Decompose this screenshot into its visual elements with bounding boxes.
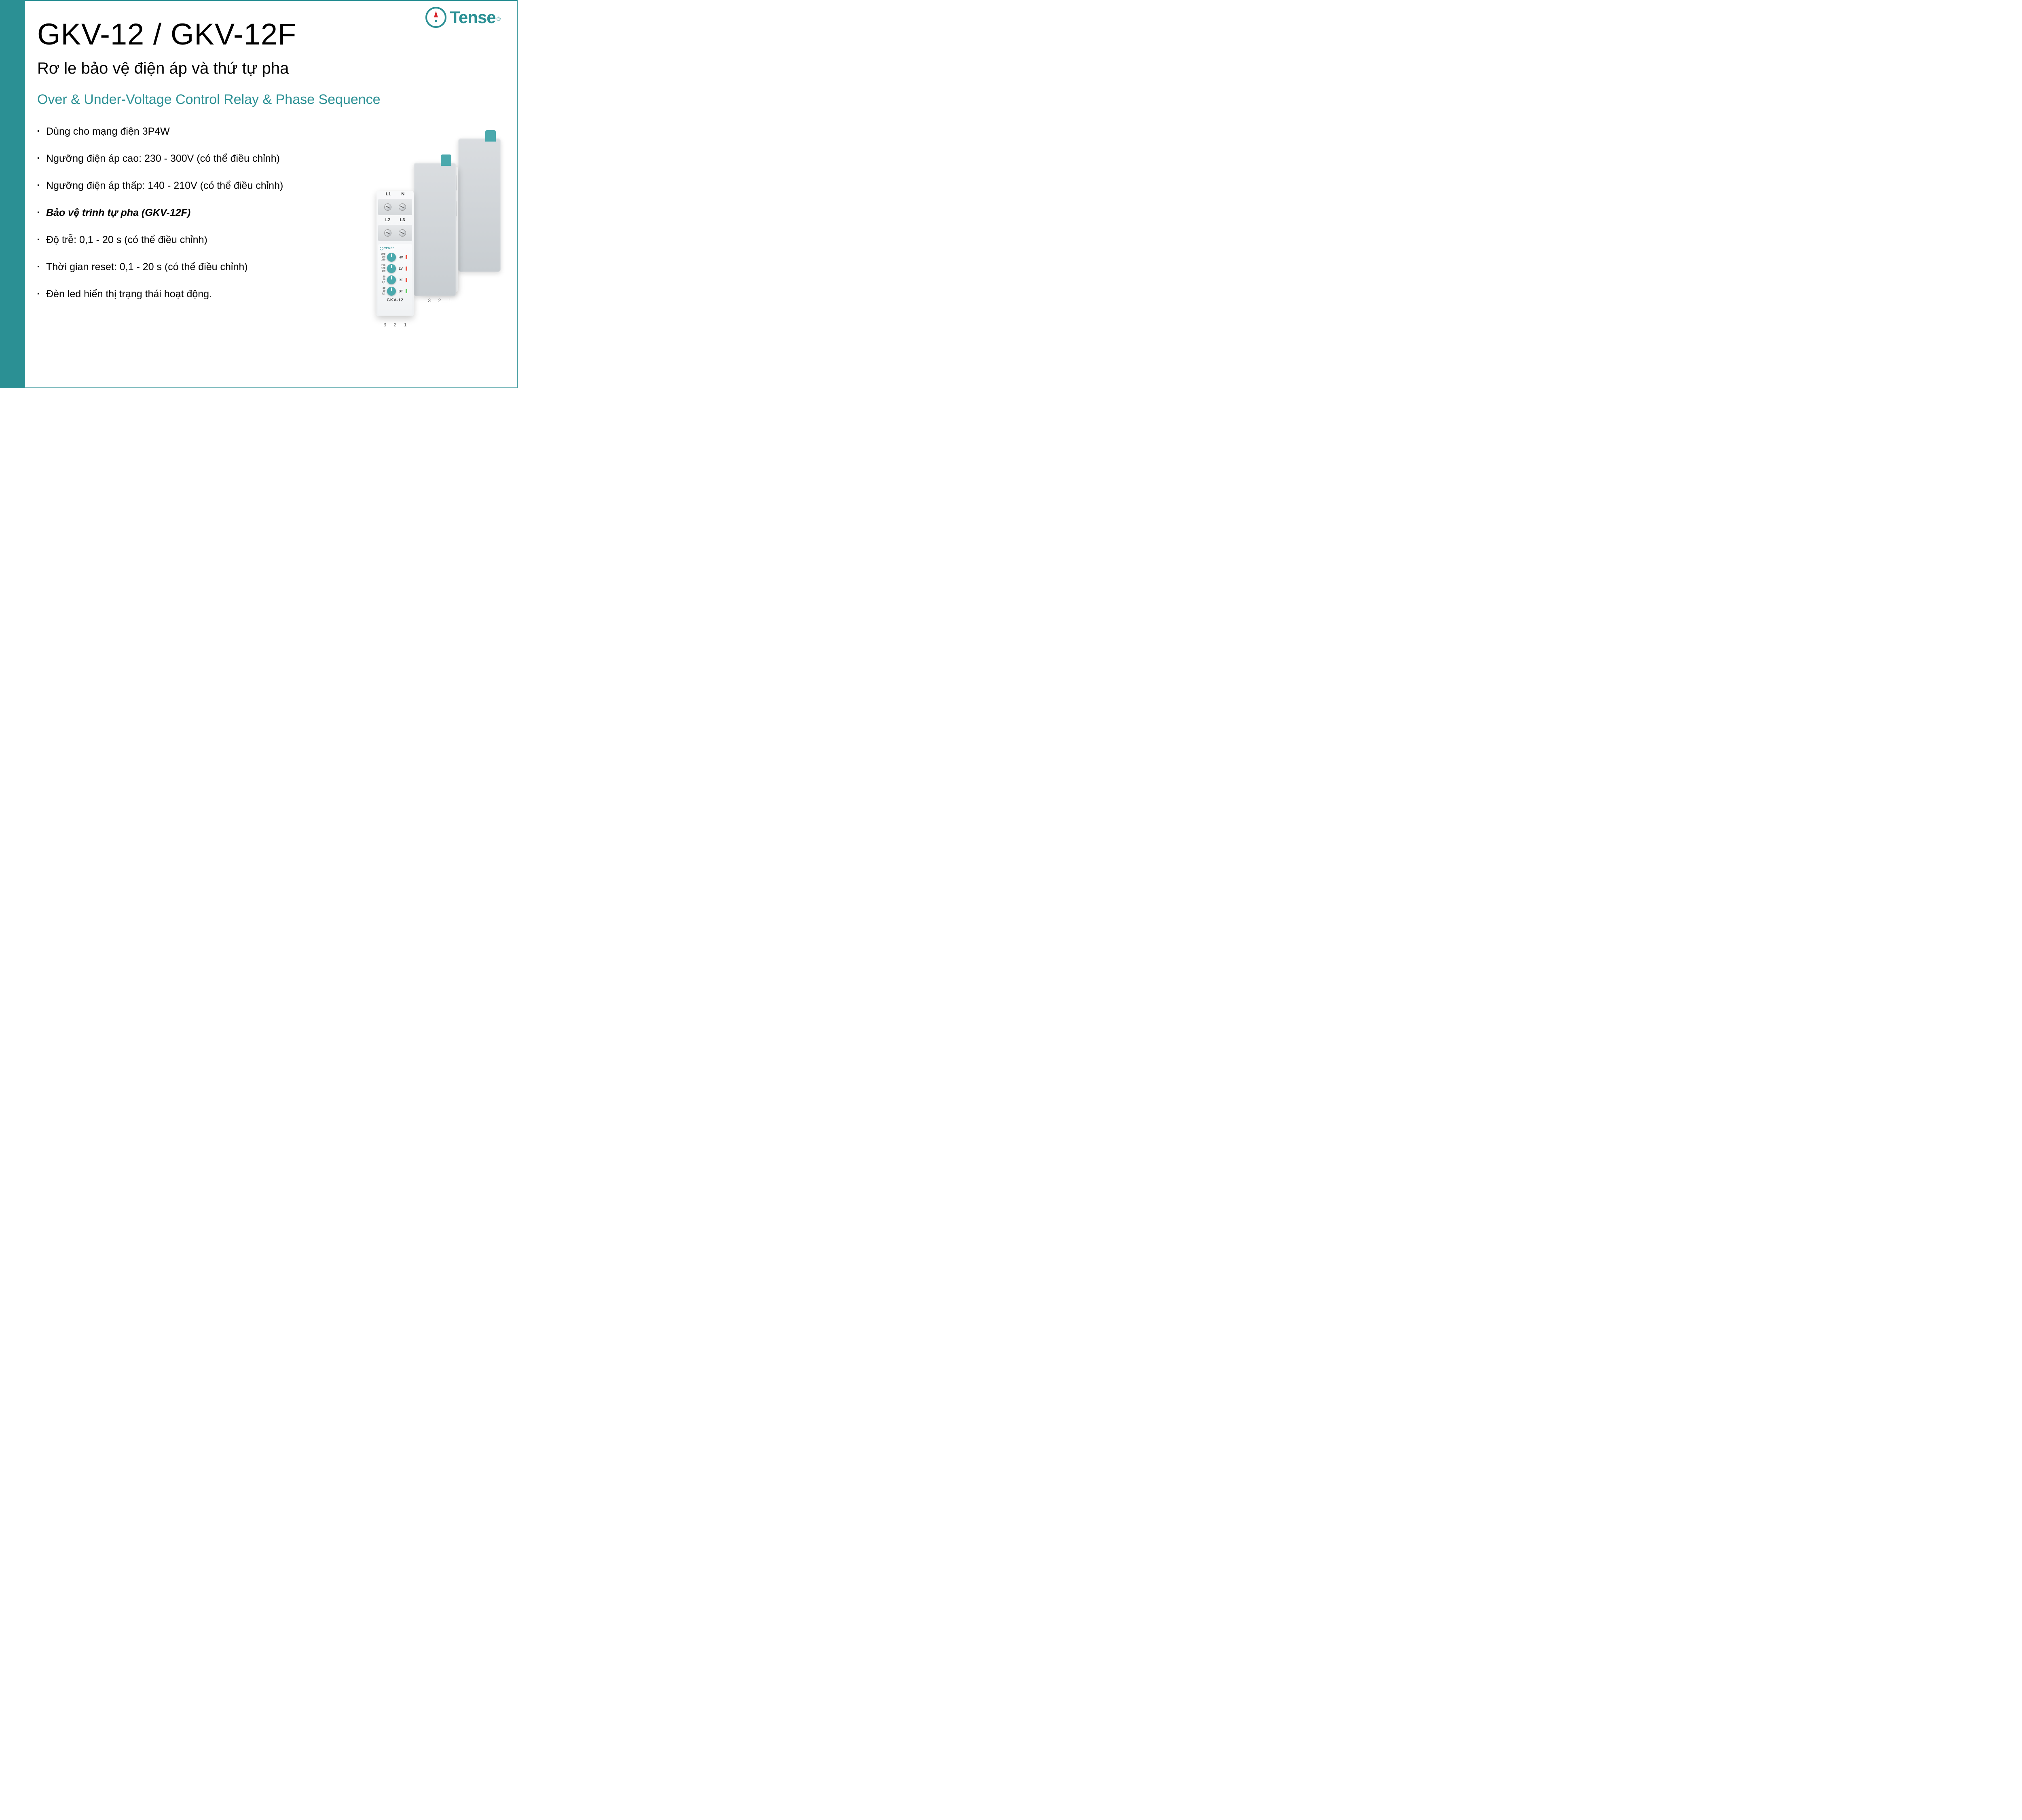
dial-scale: 20100,1	[380, 287, 385, 296]
dial-label: HV	[398, 256, 404, 259]
relay-back-body-1	[414, 163, 456, 296]
page-title: GKV-12 / GKV-12F	[37, 17, 505, 51]
relay-brand-text: TENSE	[384, 247, 395, 250]
model-name-1: GKV-12	[380, 298, 410, 303]
bottom-terminals: 3 2 1	[380, 322, 410, 328]
terminal-label: L2	[385, 218, 391, 222]
dial-scale: 20100,1	[380, 276, 385, 284]
screw-icon	[384, 229, 391, 237]
relay-face-1: TENSE 270Off230HV210170OffLV20100,1RT201…	[378, 244, 412, 315]
led-icon	[406, 267, 407, 271]
bottom-term: 3	[428, 298, 431, 303]
screw-icon	[399, 229, 406, 237]
bottom-term: 3	[383, 322, 386, 328]
dial-rows-1: 270Off230 HV 210170Off LV 20100,1 RT 20100,1 DT	[380, 253, 410, 296]
dial-row: 20100,1 RT	[380, 275, 410, 284]
dial-label: LV	[398, 267, 404, 271]
relay-brand-icon	[380, 247, 383, 250]
relay-back-body-2	[458, 138, 501, 272]
screw-icon	[399, 203, 406, 211]
bottom-term: 2	[438, 298, 441, 303]
terminal-labels-top2: L2 L3	[376, 217, 414, 223]
led-icon	[406, 289, 407, 293]
terminal-block-mid	[378, 225, 412, 241]
din-clip-icon	[485, 130, 496, 142]
dial-scale: 270Off230	[380, 253, 385, 262]
dial-row: 270Off230 HV	[380, 253, 410, 262]
dial-knob-icon	[387, 287, 396, 296]
dial-row: 210170Off LV	[380, 264, 410, 273]
din-clip-icon	[441, 154, 451, 166]
terminal-labels-top1: L1 N	[376, 191, 414, 197]
dial-scale: 210170Off	[380, 265, 385, 273]
terminal-label: N	[401, 192, 404, 197]
dial-label: RT	[398, 278, 404, 282]
dial-knob-icon	[387, 264, 396, 273]
dial-row: 20100,1 DT	[380, 287, 410, 296]
product-image-area: L1 N L2 L3 TENSE 270Off230HV210170OffLV2…	[298, 138, 501, 381]
terminal-block-top	[378, 199, 412, 215]
dial-knob-icon	[387, 253, 396, 262]
feature-item: Dùng cho mạng điện 3P4W	[37, 126, 505, 138]
terminal-label: L3	[400, 218, 405, 222]
subtitle-vi: Rơ le bảo vệ điện áp và thứ tự pha	[37, 59, 505, 78]
bottom-term: 1	[448, 298, 451, 303]
relay-brand-small: TENSE	[380, 247, 410, 250]
bottom-terminals: 3 2 1	[424, 298, 455, 303]
bottom-term: 2	[394, 322, 397, 328]
screw-icon	[384, 203, 391, 211]
bottom-term: 1	[404, 322, 407, 328]
relay-front-1: L1 N L2 L3 TENSE 270Off230HV210170OffLV2…	[376, 191, 414, 316]
led-icon	[406, 278, 407, 282]
led-icon	[406, 255, 407, 259]
dial-label: DT	[398, 290, 404, 293]
terminal-label: L1	[386, 192, 391, 197]
left-accent-bar	[1, 1, 25, 387]
subtitle-en: Over & Under-Voltage Control Relay & Pha…	[37, 92, 505, 108]
dial-knob-icon	[387, 275, 396, 284]
